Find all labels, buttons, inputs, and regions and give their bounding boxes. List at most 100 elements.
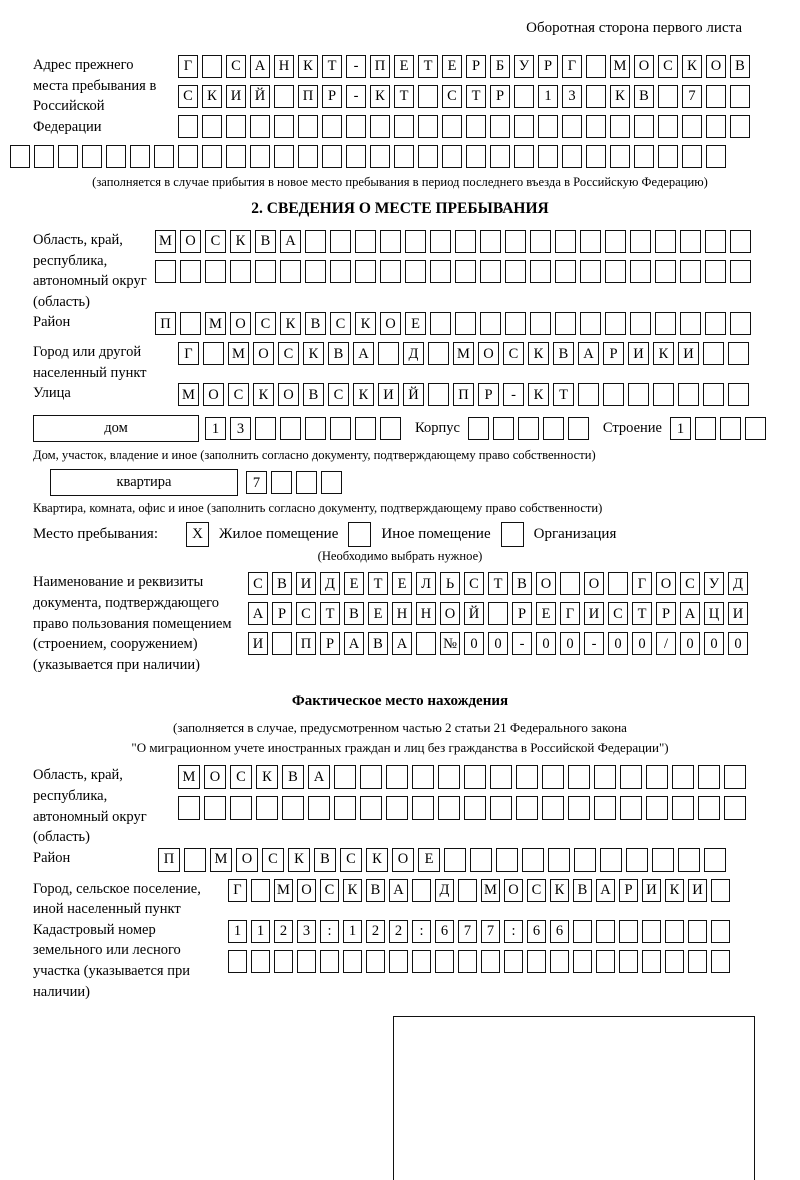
form-cell: В <box>368 632 388 656</box>
form-cell <box>480 260 501 283</box>
korpus-label: Корпус <box>415 420 460 437</box>
form-cell <box>555 260 576 283</box>
form-cell <box>580 230 601 253</box>
form-cell: О <box>253 342 274 366</box>
form-cell: М <box>210 847 232 872</box>
option-label-organizaciya: Организация <box>533 526 617 543</box>
city-label: Город или другой населенный пункт <box>33 344 147 381</box>
form-cell: Т <box>394 85 414 108</box>
form-cell <box>202 55 222 78</box>
form-cell: П <box>298 85 318 108</box>
form-cell: В <box>255 230 276 253</box>
form-cell: Д <box>435 878 454 902</box>
form-cell <box>620 796 642 821</box>
form-cell <box>605 230 626 253</box>
form-cell <box>580 312 601 336</box>
form-cell: Е <box>442 55 462 78</box>
form-cell: - <box>503 383 524 407</box>
form-cell: К <box>230 230 251 253</box>
form-cell <box>698 765 720 790</box>
form-cell <box>330 230 351 253</box>
form-cell <box>711 878 730 902</box>
form-cell <box>665 949 684 973</box>
form-cell <box>250 115 270 138</box>
form-cell <box>655 312 676 336</box>
form-cell <box>106 145 126 168</box>
form-cell: И <box>378 383 399 407</box>
form-cell: О <box>706 55 726 78</box>
form-cell: Р <box>656 602 676 626</box>
form-cell: В <box>573 878 592 902</box>
form-cell: В <box>303 383 324 407</box>
form-cell <box>280 260 301 283</box>
form-cell <box>730 260 751 283</box>
form-cell: 1 <box>205 417 226 441</box>
form-cell: С <box>608 602 628 626</box>
form-cell: С <box>328 383 349 407</box>
page-corner-note: Оборотная сторона первого листа <box>526 20 742 36</box>
stroenie-cells: 1 <box>669 417 766 441</box>
form-cell: В <box>512 572 532 596</box>
form-cell: 0 <box>488 632 508 656</box>
actual-location-note-line1: (заполняется в случае, предусмотренном ч… <box>173 720 627 736</box>
form-cell <box>226 115 246 138</box>
form-cell <box>490 796 512 821</box>
form-cell: 7 <box>246 471 267 495</box>
form-cell: Т <box>632 602 652 626</box>
form-cell: Р <box>478 383 499 407</box>
form-cell: О <box>504 878 523 902</box>
form-cell: Р <box>538 55 558 78</box>
form-cell <box>724 796 746 821</box>
form-cell: № <box>440 632 460 656</box>
form-cell <box>389 949 408 973</box>
region-block: Область, край, республика, автономный ок… <box>33 230 800 312</box>
form-cell <box>586 145 606 168</box>
form-cell <box>130 145 150 168</box>
form-cell: С <box>205 230 226 253</box>
form-cell: М <box>274 878 293 902</box>
form-cell: : <box>412 919 431 943</box>
form-cell <box>305 230 326 253</box>
form-cell: 0 <box>680 632 700 656</box>
stay-type-label: Место пребывания: <box>33 526 158 543</box>
form-cell <box>428 383 449 407</box>
form-cell: О <box>478 342 499 366</box>
form-cell <box>603 383 624 407</box>
street-label: Улица <box>33 385 71 402</box>
form-cell <box>646 796 668 821</box>
form-cell <box>680 312 701 336</box>
form-cell: 0 <box>464 632 484 656</box>
form-cell <box>202 115 222 138</box>
form-cell: 7 <box>458 919 477 943</box>
form-cell <box>652 847 674 872</box>
form-cell <box>560 572 580 596</box>
form-cell: П <box>453 383 474 407</box>
form-cell: В <box>344 602 364 626</box>
form-cell <box>605 260 626 283</box>
form-cell: 3 <box>562 85 582 108</box>
form-cell: М <box>453 342 474 366</box>
form-cell: К <box>280 312 301 336</box>
form-cell <box>642 949 661 973</box>
form-cell: Р <box>490 85 510 108</box>
actual-city-label: Город, сельское поселение, иной населенн… <box>33 880 201 918</box>
form-cell: С <box>226 55 246 78</box>
form-cell: И <box>642 878 661 902</box>
form-cell: В <box>272 572 292 596</box>
form-cell <box>412 796 434 821</box>
form-cell <box>386 765 408 790</box>
form-cell: О <box>392 847 414 872</box>
form-cell <box>274 115 294 138</box>
cell-row <box>155 260 751 283</box>
form-cell <box>619 919 638 943</box>
form-cell <box>180 260 201 283</box>
form-cell: К <box>682 55 702 78</box>
option-label-inoe: Иное помещение <box>381 526 491 543</box>
form-cell <box>418 145 438 168</box>
form-cell: П <box>296 632 316 656</box>
